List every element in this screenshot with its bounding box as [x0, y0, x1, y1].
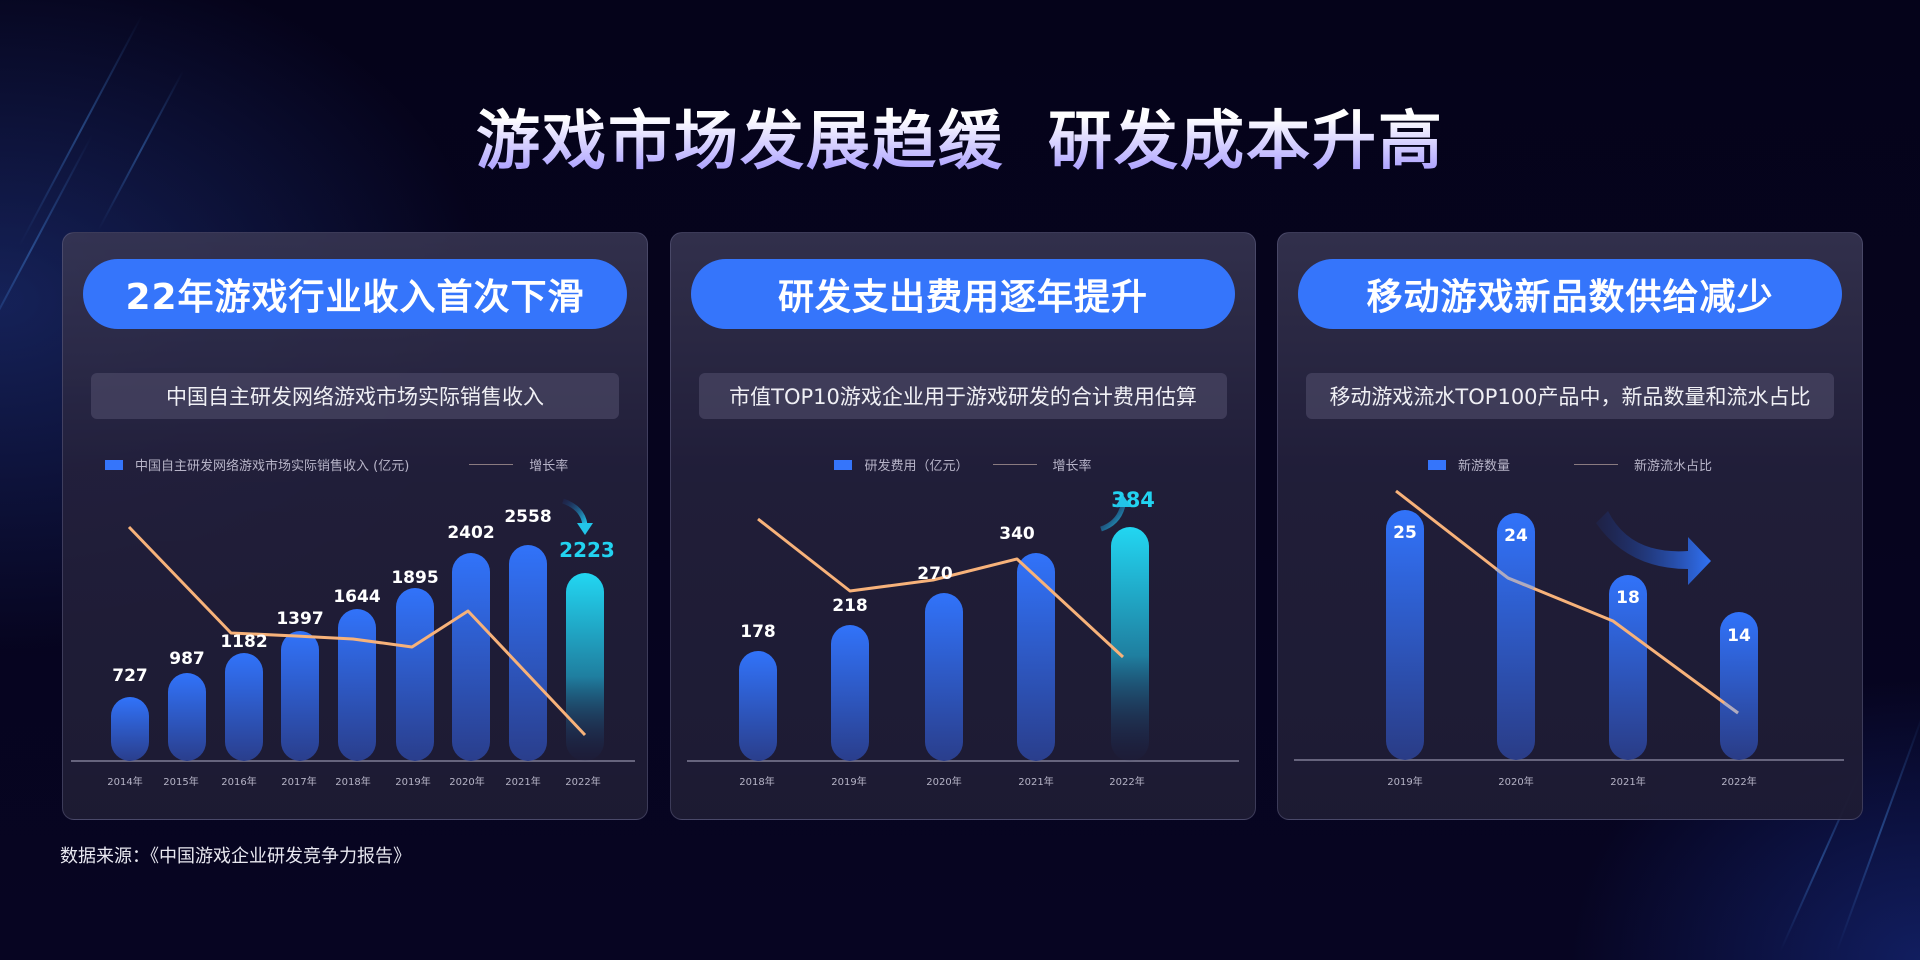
- title-part-1: 游戏市场发展趋缓: [476, 105, 1004, 179]
- legend-swatch: [1427, 459, 1446, 470]
- svg-text:2014年: 2014年: [107, 775, 142, 788]
- trend-arrow-icon: [1596, 511, 1711, 585]
- svg-text:24: 24: [1504, 526, 1528, 546]
- svg-text:1397: 1397: [276, 609, 323, 629]
- chart-legend: 研发费用（亿元） 增长率: [671, 455, 1255, 474]
- revenue-chart: 727 987 1182 1397 1644 1895 2402 2558 22…: [71, 498, 635, 788]
- svg-text:2017年: 2017年: [281, 775, 316, 788]
- legend-item-line: 增长率: [992, 455, 1092, 474]
- legend-item-line: 增长率: [469, 455, 568, 474]
- svg-text:384: 384: [1111, 488, 1155, 512]
- panel-heading: 研发支出费用逐年提升: [691, 259, 1235, 329]
- panel-rnd-cost: 研发支出费用逐年提升 市值TOP10游戏企业用于游戏研发的合计费用估算 研发费用…: [670, 232, 1256, 820]
- svg-text:25: 25: [1393, 523, 1417, 543]
- svg-text:14: 14: [1727, 626, 1751, 646]
- svg-text:2018年: 2018年: [739, 775, 774, 788]
- legend-swatch: [105, 459, 123, 470]
- chart-legend: 新游数量 新游流水占比: [1278, 455, 1862, 474]
- svg-text:2021年: 2021年: [1610, 775, 1645, 788]
- rnd-chart: 178 218 270 340 384 2018年 2019年 2020年 20…: [687, 488, 1239, 788]
- arrow-head: [577, 523, 593, 535]
- legend-item-bar: 研发费用（亿元）: [834, 455, 969, 474]
- svg-text:1182: 1182: [220, 632, 267, 652]
- panel-heading: 22年游戏行业收入首次下滑: [83, 259, 627, 329]
- svg-text:18: 18: [1616, 588, 1640, 608]
- svg-text:2020年: 2020年: [926, 775, 961, 788]
- svg-text:727: 727: [112, 666, 148, 686]
- x-tick-labels: 2014年 2015年 2016年 2017年 2018年 2019年 2020…: [107, 775, 600, 788]
- growth-line: [127, 525, 587, 737]
- bars: [739, 527, 1149, 761]
- svg-text:2018年: 2018年: [335, 775, 370, 788]
- svg-text:2016年: 2016年: [221, 775, 256, 788]
- svg-text:2402: 2402: [447, 523, 494, 543]
- svg-text:2019年: 2019年: [1387, 775, 1422, 788]
- share-line: [1395, 489, 1739, 715]
- title-part-2: 研发成本升高: [1048, 105, 1444, 179]
- legend-label: 新游数量: [1457, 459, 1510, 474]
- panel-new-games: 移动游戏新品数供给减少 移动游戏流水TOP100产品中，新品数量和流水占比 新游…: [1277, 232, 1863, 820]
- svg-text:2019年: 2019年: [831, 775, 866, 788]
- svg-text:1644: 1644: [333, 587, 380, 607]
- svg-text:2020年: 2020年: [449, 775, 484, 788]
- legend-label: 研发费用（亿元）: [864, 459, 969, 474]
- x-tick-labels: 2019年 2020年 2021年 2022年: [1387, 775, 1756, 788]
- down-arrow-icon: [562, 498, 588, 526]
- page-title: 游戏市场发展趋缓 研发成本升高: [0, 90, 1920, 182]
- legend-item-bar: 中国自主研发网络游戏市场实际销售收入 (亿元): [105, 455, 409, 474]
- chart-subtitle: 市值TOP10游戏企业用于游戏研发的合计费用估算: [699, 373, 1227, 419]
- legend-line: [469, 464, 514, 465]
- svg-text:987: 987: [169, 649, 205, 669]
- panel-revenue: 22年游戏行业收入首次下滑 中国自主研发网络游戏市场实际销售收入 中国自主研发网…: [62, 232, 648, 820]
- svg-text:2022年: 2022年: [565, 775, 600, 788]
- svg-text:2558: 2558: [504, 507, 551, 527]
- panel-heading: 移动游戏新品数供给减少: [1298, 259, 1842, 329]
- bar-value-labels: 727 987 1182 1397 1644 1895 2402 2558 22…: [112, 507, 615, 686]
- chart-subtitle: 中国自主研发网络游戏市场实际销售收入: [91, 373, 619, 419]
- bar-value-labels: 178 218 270 340 384: [740, 488, 1155, 642]
- legend-swatch: [834, 459, 853, 470]
- legend-label: 新游流水占比: [1634, 459, 1713, 474]
- bar-value-labels: 25 24 18 14: [1393, 523, 1751, 646]
- svg-text:2021年: 2021年: [505, 775, 540, 788]
- svg-text:2223: 2223: [559, 538, 615, 562]
- legend-label: 中国自主研发网络游戏市场实际销售收入 (亿元): [135, 459, 410, 474]
- svg-text:2021年: 2021年: [1018, 775, 1053, 788]
- svg-text:1895: 1895: [391, 568, 438, 588]
- legend-label: 增长率: [1052, 459, 1092, 474]
- legend-item-line: 新游流水占比: [1574, 455, 1712, 474]
- arrow-head: [1115, 495, 1131, 507]
- svg-text:340: 340: [999, 524, 1035, 544]
- chart-subtitle: 移动游戏流水TOP100产品中，新品数量和流水占比: [1306, 373, 1834, 419]
- svg-text:2022年: 2022年: [1721, 775, 1756, 788]
- legend-item-bar: 新游数量: [1427, 455, 1510, 474]
- svg-text:2015年: 2015年: [163, 775, 198, 788]
- x-tick-labels: 2018年 2019年 2020年 2021年 2022年: [739, 775, 1144, 788]
- bars: [111, 545, 604, 761]
- up-arrow-icon: [1100, 504, 1126, 532]
- svg-text:2019年: 2019年: [395, 775, 430, 788]
- new-games-chart: 25 24 18 14 2019年 2020年 2021年 2022年: [1294, 489, 1844, 788]
- svg-text:178: 178: [740, 622, 776, 642]
- legend-label: 增长率: [529, 459, 569, 474]
- growth-line: [757, 517, 1125, 659]
- legend-line: [992, 464, 1037, 465]
- data-source: 数据来源：《中国游戏企业研发竞争力报告》: [60, 846, 411, 867]
- svg-text:2022年: 2022年: [1109, 775, 1144, 788]
- svg-text:218: 218: [832, 596, 868, 616]
- chart-legend: 中国自主研发网络游戏市场实际销售收入 (亿元) 增长率: [63, 455, 647, 474]
- svg-text:270: 270: [917, 564, 953, 584]
- legend-line: [1574, 464, 1618, 465]
- svg-text:2020年: 2020年: [1498, 775, 1533, 788]
- bars: [1386, 510, 1758, 760]
